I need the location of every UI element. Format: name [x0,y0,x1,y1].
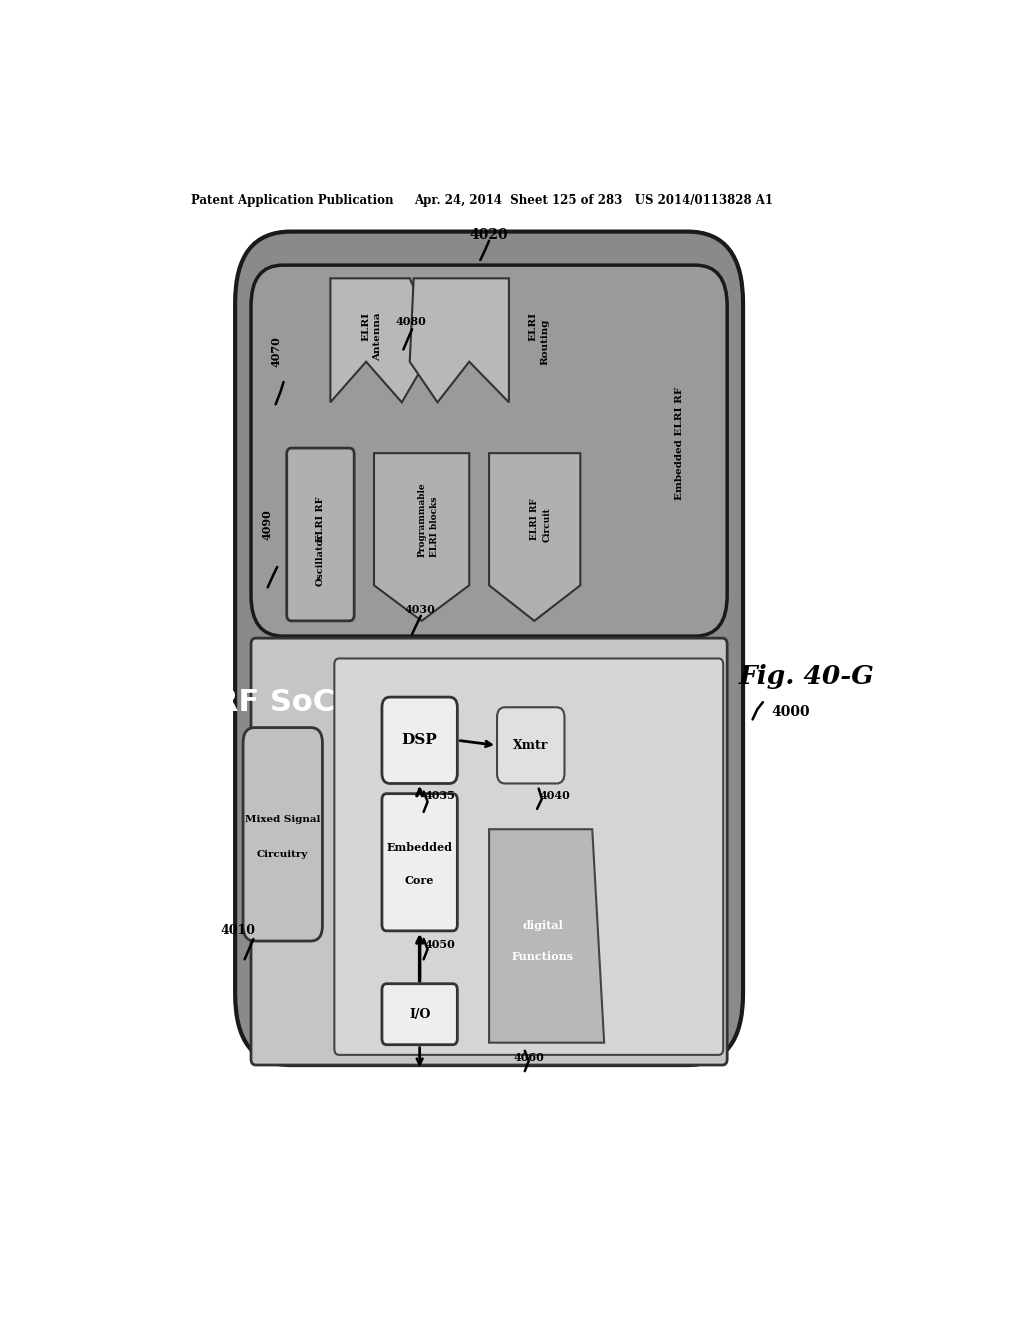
Text: ELRI blocks: ELRI blocks [430,496,439,557]
Text: ELRI RF: ELRI RF [529,499,539,540]
Text: 4030: 4030 [404,605,435,615]
Text: Circuitry: Circuitry [257,850,308,859]
Text: RF SoC: RF SoC [215,688,335,717]
FancyBboxPatch shape [497,708,564,784]
Polygon shape [331,279,437,403]
Text: Programmable: Programmable [417,482,426,557]
Text: Embedded: Embedded [387,842,453,853]
Text: 4010: 4010 [220,924,255,937]
Text: 4070: 4070 [270,337,282,367]
Text: 4050: 4050 [424,939,455,949]
Text: Circuit: Circuit [543,507,552,541]
Text: 4020: 4020 [470,227,508,242]
FancyBboxPatch shape [382,983,458,1044]
Text: Antenna: Antenna [374,312,383,360]
Text: 4090: 4090 [261,510,272,540]
FancyBboxPatch shape [243,727,323,941]
Text: I/O: I/O [409,1007,430,1020]
FancyBboxPatch shape [251,638,727,1065]
Text: Mixed Signal: Mixed Signal [245,814,321,824]
Text: 4035: 4035 [424,791,455,801]
Text: ELRI: ELRI [361,312,371,341]
FancyBboxPatch shape [382,793,458,931]
Polygon shape [489,829,604,1043]
Text: Apr. 24, 2014  Sheet 125 of 283   US 2014/0113828 A1: Apr. 24, 2014 Sheet 125 of 283 US 2014/0… [414,194,773,207]
Text: ELRI: ELRI [528,312,538,341]
Text: 4040: 4040 [540,791,570,801]
FancyBboxPatch shape [236,231,743,1065]
Text: Core: Core [404,875,434,886]
Text: DSP: DSP [401,734,437,747]
Text: 4000: 4000 [771,705,810,719]
Polygon shape [410,279,509,403]
Text: Xmtr: Xmtr [513,739,549,752]
Text: 4080: 4080 [396,315,427,326]
Polygon shape [374,453,469,620]
FancyBboxPatch shape [382,697,458,784]
Text: digital: digital [522,920,563,932]
Text: Fig. 40-G: Fig. 40-G [738,664,874,689]
Text: Functions: Functions [512,950,574,962]
FancyBboxPatch shape [334,659,723,1055]
Text: Oscillator: Oscillator [316,533,325,586]
FancyBboxPatch shape [251,265,727,636]
Text: 4060: 4060 [513,1052,544,1064]
FancyBboxPatch shape [287,447,354,620]
Text: ELRI RF: ELRI RF [316,496,325,543]
Text: Patent Application Publication: Patent Application Publication [191,194,394,207]
Text: Embedded ELRI RF: Embedded ELRI RF [675,387,684,499]
Polygon shape [489,453,581,620]
Text: Routing: Routing [541,318,550,364]
